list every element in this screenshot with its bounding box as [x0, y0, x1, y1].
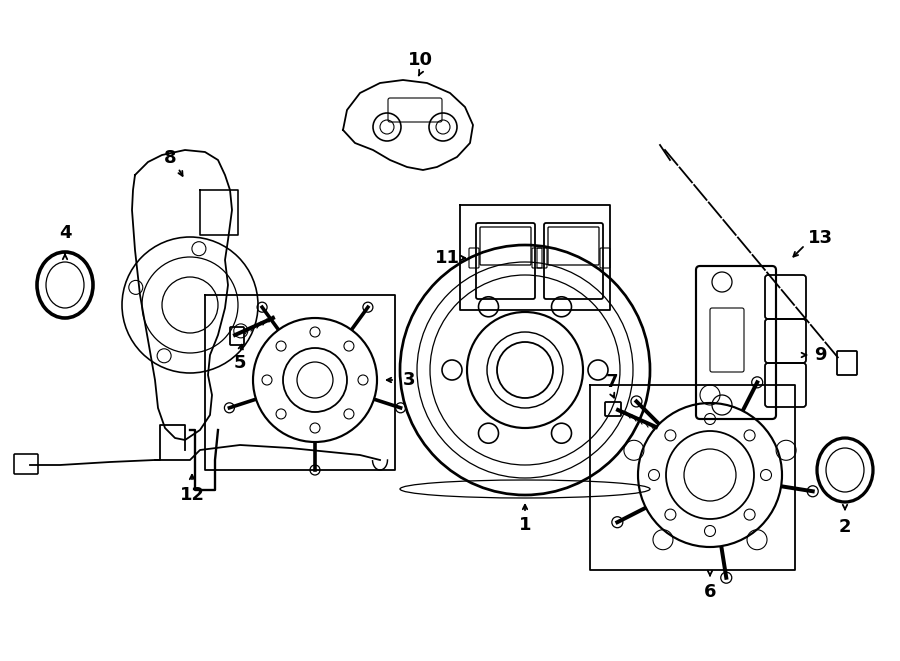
Text: 13: 13 — [807, 229, 833, 247]
Text: 12: 12 — [179, 486, 204, 504]
Text: 5: 5 — [234, 354, 247, 372]
Text: 6: 6 — [704, 583, 716, 601]
Text: 10: 10 — [408, 51, 433, 69]
Text: 3: 3 — [403, 371, 415, 389]
Text: 11: 11 — [435, 249, 460, 267]
Text: 1: 1 — [518, 516, 531, 534]
Text: 2: 2 — [839, 518, 851, 536]
Text: 9: 9 — [814, 346, 826, 364]
Text: 7: 7 — [606, 373, 618, 391]
Text: 4: 4 — [58, 224, 71, 242]
Text: 8: 8 — [164, 149, 176, 167]
